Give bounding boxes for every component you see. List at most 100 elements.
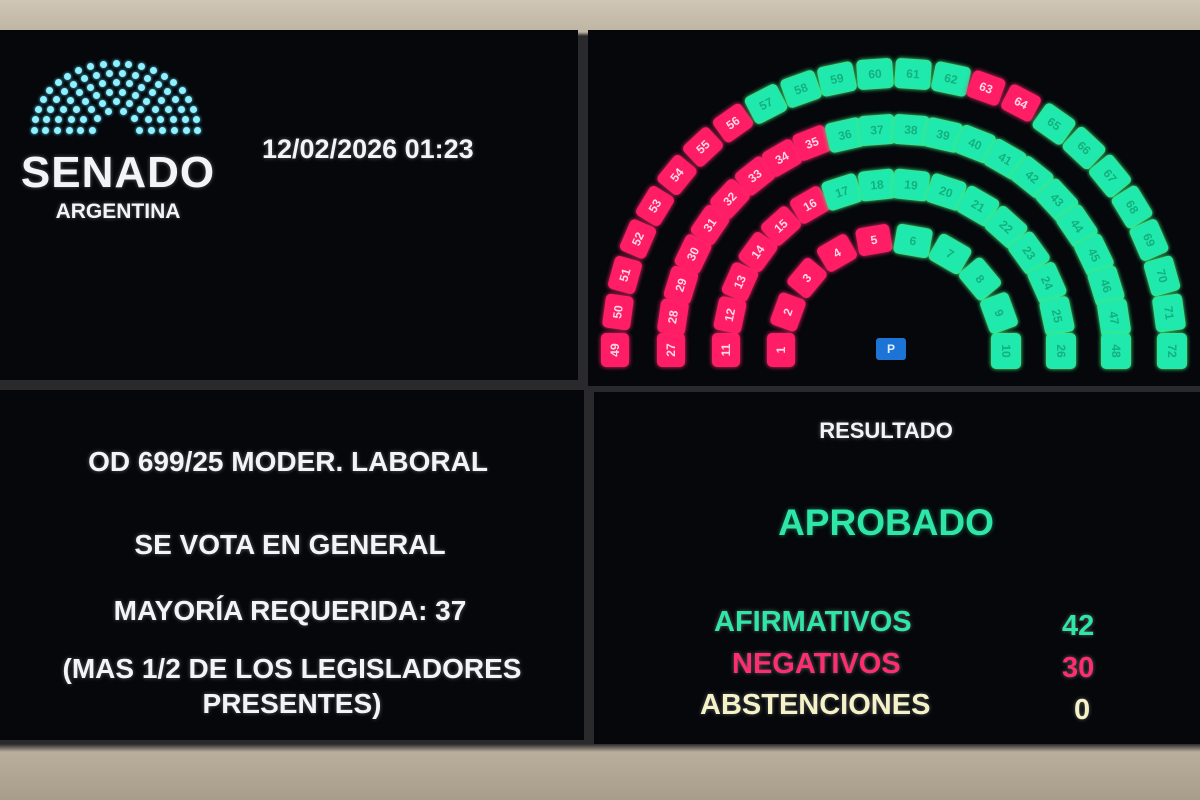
seat-62: 62: [929, 60, 972, 98]
seat-10: 10: [991, 333, 1021, 369]
logo-dot: [181, 116, 189, 124]
logo-dot: [125, 80, 133, 88]
majority-note-line1: (MAS 1/2 DE LOS LEGISLADORES: [62, 653, 522, 684]
presidency-seat: P: [876, 338, 906, 360]
result-outcome: APROBADO: [778, 502, 994, 543]
logo-dot: [131, 115, 139, 123]
logo-dot: [59, 105, 67, 113]
logo-dot: [55, 115, 63, 123]
logo-dot: [99, 80, 107, 88]
seat-6: 6: [893, 222, 934, 259]
logo-dot: [137, 63, 145, 71]
logo-dot: [131, 71, 139, 79]
seat-60: 60: [856, 57, 894, 90]
tally-value: 0: [1074, 694, 1091, 726]
logo-dot: [70, 81, 78, 88]
logo-dot: [177, 105, 185, 113]
logo-dot: [125, 100, 133, 108]
logo-dot: [105, 108, 113, 116]
logo-dot: [149, 67, 157, 75]
logo-dot: [60, 88, 68, 96]
logo-subtitle: ARGENTINA: [55, 200, 181, 223]
logo-dot: [73, 105, 81, 113]
logo-dot: [87, 63, 95, 71]
logo-dot: [76, 89, 84, 97]
logo-dot: [194, 126, 202, 134]
seat-27: 27: [657, 333, 685, 367]
seat-26: 26: [1046, 333, 1076, 369]
seat-51: 51: [607, 254, 644, 296]
tally-label: AFIRMATIVOS: [714, 606, 912, 638]
logo-dot: [89, 126, 97, 134]
logo-dot: [119, 108, 127, 116]
logo-dot: [119, 88, 127, 96]
vote-stage: SE VOTA EN GENERAL: [134, 529, 446, 560]
logo-dot: [43, 116, 51, 124]
logo-dot: [112, 98, 120, 105]
seat-59: 59: [816, 60, 859, 98]
logo-dot: [87, 106, 95, 114]
seat-70: 70: [1142, 254, 1181, 298]
logo-dot: [143, 97, 151, 105]
logo-dot: [171, 126, 178, 134]
logo-dot: [190, 105, 198, 113]
seat-1: 1: [767, 333, 795, 367]
datetime: 12/02/2026 01:23: [262, 134, 474, 164]
required-majority: MAYORÍA REQUERIDA: 37: [113, 595, 467, 626]
logo-dot: [34, 105, 42, 113]
seat-61: 61: [893, 57, 932, 90]
logo-dot: [170, 79, 178, 87]
result-panel: RESULTADO APROBADO AFIRMATIVOS 42 NEGATI…: [594, 392, 1200, 744]
logo-dot: [165, 105, 173, 113]
logo-dot: [66, 96, 74, 104]
seat-48: 48: [1101, 333, 1131, 369]
logo-dot: [39, 96, 47, 104]
seat-47: 47: [1096, 297, 1132, 338]
logo-dot: [54, 126, 61, 134]
tally-label: ABSTENCIONES: [700, 689, 931, 721]
logo-dot: [148, 89, 156, 97]
logo-dot: [125, 60, 133, 68]
logo-dot: [193, 116, 201, 124]
header-panel: SENADO ARGENTINA 12/02/2026 01:23: [0, 30, 578, 380]
logo-dot: [87, 83, 95, 91]
logo-dot: [31, 116, 39, 124]
result-heading: RESULTADO: [819, 418, 953, 443]
logo-dot: [93, 91, 101, 99]
logo-dot: [118, 69, 126, 77]
logo-dot: [52, 96, 60, 104]
logo-dot: [158, 96, 166, 104]
logo-dot: [172, 96, 180, 104]
majority-note-line2: PRESENTES): [202, 688, 382, 719]
logo-dot: [135, 126, 143, 134]
seat-71: 71: [1152, 293, 1187, 334]
logo-dot: [54, 79, 62, 87]
logo-dot: [131, 91, 139, 99]
logo-dot: [143, 75, 151, 83]
seat-2: 2: [768, 290, 807, 333]
logo-dot: [46, 87, 54, 95]
logo-dot: [182, 126, 190, 134]
seat-11: 11: [712, 333, 740, 367]
logo-dot: [93, 71, 101, 79]
logo-dot: [106, 69, 114, 77]
logo-dot: [164, 88, 172, 96]
logo-dot: [77, 126, 85, 134]
seat-50: 50: [601, 293, 634, 331]
logo-dot: [160, 72, 168, 80]
logo-dot: [144, 115, 152, 123]
seat-37: 37: [858, 113, 897, 146]
logo-dot: [105, 88, 113, 96]
logo-dot: [178, 87, 186, 95]
seat-5: 5: [854, 222, 893, 257]
tally-value: 30: [1062, 652, 1095, 684]
logo-dot: [67, 115, 75, 123]
logo-dot: [47, 105, 55, 113]
seat-18: 18: [857, 168, 897, 202]
logo-dot: [151, 105, 159, 113]
logo-dot: [64, 72, 72, 80]
tally-value: 42: [1062, 610, 1095, 642]
logo-dot: [75, 67, 83, 75]
logo-dot: [112, 60, 120, 67]
logo-dot: [65, 126, 73, 134]
